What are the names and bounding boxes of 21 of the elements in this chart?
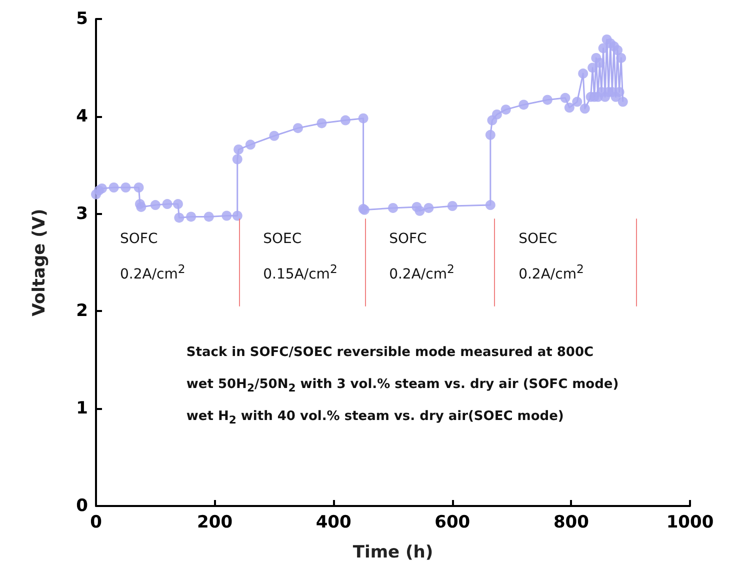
x-tick-label: 400 (316, 512, 352, 532)
text: SOEC 0.15A/cm$^{2}$ (263, 230, 338, 282)
x-tick-label: 0 (90, 512, 102, 532)
text: SOFC 0.2A/cm$^{2}$ (389, 230, 454, 282)
x-axis-title: Time (h) (352, 542, 434, 562)
x-tick-label: 800 (553, 512, 590, 532)
y-axis-title: Voltage (V) (30, 208, 50, 316)
y-tick-label: 1 (76, 398, 88, 419)
annotation: wet H$_{2}$ with 40 vol.% steam vs. dry air(SOEC mode) (186, 409, 564, 427)
x-tick-label: 600 (434, 512, 470, 532)
x-tick-label: 200 (197, 512, 233, 532)
y-tick-label: 5 (76, 9, 88, 29)
annotation: Stack in SOFC/SOEC reversible mode measured at 800C (186, 345, 594, 360)
text: SOEC 0.2A/cm$^{2}$ (518, 230, 584, 282)
y-tick-label: 0 (76, 496, 88, 516)
text: SOFC 0.2A/cm$^{2}$ (120, 230, 186, 282)
y-tick-label: 4 (76, 106, 88, 126)
y-tick-label: 3 (76, 204, 88, 224)
annotation: wet 50H$_{2}$/50N$_{2}$ with 3 vol.% steam vs. dry air (SOFC mode) (186, 377, 619, 395)
x-tick-label: 1000 (666, 512, 714, 532)
y-tick-label: 2 (76, 301, 88, 322)
